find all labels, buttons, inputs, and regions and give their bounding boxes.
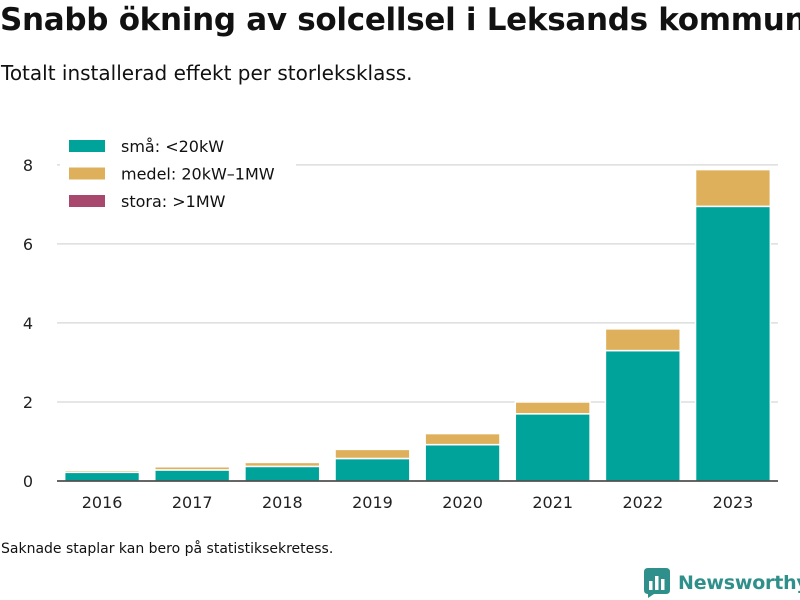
x-tick-label: 2020	[442, 493, 483, 512]
x-tick-label: 2021	[532, 493, 573, 512]
newsworthy-logo[interactable]: Newsworthy	[644, 567, 800, 599]
legend-swatch	[69, 167, 105, 180]
bar-segment	[63, 469, 141, 474]
bar-segment	[334, 457, 411, 482]
bars	[63, 168, 772, 482]
bar-segment	[244, 465, 321, 482]
legend-swatch	[69, 195, 105, 207]
bar-segment	[514, 413, 591, 482]
y-tick-label: 8	[23, 156, 33, 175]
stacked-bar-chart: 0 2 4 6 8 2016 2017 2018 2019 2020 2021 2022 2023 sm…	[22, 130, 778, 512]
chart-subtitle: Totalt installerad effekt per storlekskl…	[1, 61, 413, 85]
y-tick-label: 4	[23, 314, 33, 333]
bar-segment	[154, 466, 231, 471]
bar-segment	[694, 168, 772, 208]
y-tick-label: 6	[23, 235, 33, 254]
bar-segment	[604, 328, 681, 352]
chart-title: Snabb ökning av solcellsel i Leksands ko…	[0, 2, 800, 38]
x-tick-label: 2023	[713, 493, 754, 512]
brand-name: Newsworthy	[678, 572, 800, 594]
newsworthy-icon	[644, 568, 670, 598]
bar-segment	[424, 443, 501, 482]
bar-segment	[244, 461, 321, 468]
x-tick-label: 2018	[262, 493, 303, 512]
legend-label: stora: >1MW	[121, 192, 226, 211]
y-tick-label: 0	[23, 472, 33, 491]
bar-segment	[694, 205, 772, 482]
axes: 0 2 4 6 8 2016 2017 2018 2019 2020 2021 2022 2023	[23, 156, 778, 512]
bar-segment	[424, 432, 501, 446]
legend-label: medel: 20kW–1MW	[121, 165, 275, 184]
x-tick-label: 2019	[352, 493, 393, 512]
footnote: Saknade staplar kan bero på statistiksek…	[1, 541, 334, 557]
bar-segment	[514, 401, 591, 415]
x-tick-label: 2022	[622, 493, 663, 512]
legend-swatch	[69, 140, 105, 152]
legend-label: små: <20kW	[121, 137, 224, 156]
x-tick-label: 2016	[82, 493, 123, 512]
x-tick-label: 2017	[172, 493, 213, 512]
bar-segment	[63, 471, 141, 482]
legend: små: <20kW medel: 20kW–1MW stora: >1MW	[60, 130, 296, 216]
bar-segment	[604, 349, 681, 482]
bar-segment	[334, 448, 411, 460]
bar-segment	[154, 469, 231, 482]
y-tick-label: 2	[23, 393, 33, 412]
